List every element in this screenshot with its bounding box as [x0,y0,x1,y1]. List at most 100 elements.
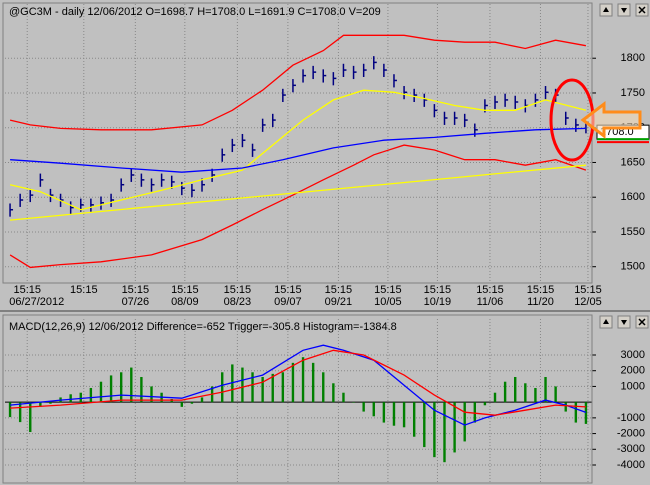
histogram-bar [423,402,426,448]
histogram-bar [483,402,487,406]
histogram-bar [332,383,335,403]
x-date-label: 11/06 [477,296,504,308]
y-tick-label: 1600 [621,191,645,203]
indicator-line [9,34,587,131]
histogram-bar [402,402,406,428]
histogram-bar [382,402,386,423]
x-tick-label: 15:15 [224,284,252,296]
histogram-bar [291,362,295,403]
x-tick-label: 15:15 [574,284,602,296]
histogram-bar [412,402,416,437]
icon [603,319,609,324]
histogram-bar [544,376,547,403]
histogram-bar [453,402,456,453]
macd-frame [2,314,593,484]
icon [638,318,646,326]
indicator-line [10,127,586,173]
indicator-line [10,164,586,221]
indicator-line [9,144,587,269]
arrow [580,100,642,140]
histogram-bar [463,402,466,442]
x-date-label: 06/27/2012 [9,296,64,308]
histogram-bar [241,367,244,403]
histogram-bar [564,402,567,412]
price-panel: 1500155016001650170017501800@GC3M - dail… [5,4,650,308]
x-date-label: 12/05 [574,296,602,308]
histogram-bar [190,402,194,404]
y-tick-label: 1550 [621,226,645,238]
y-tick-label: 1500 [621,261,645,273]
icon [621,8,627,13]
y-tick-label: -3000 [617,443,645,455]
histogram-bar [514,376,517,403]
histogram-bar [372,402,375,417]
histogram-bar [119,372,123,403]
histogram-bar [18,402,22,423]
x-date-label: 07/26 [122,296,150,308]
histogram-bar [473,402,477,423]
x-tick-label: 15:15 [476,284,504,296]
x-tick-label: 15:15 [274,284,302,296]
y-tick-label: -1000 [617,412,645,424]
x-date-label: 09/21 [325,296,353,308]
histogram-bar [503,381,507,403]
x-date-label: 08/23 [224,296,252,308]
histogram-bar [311,362,315,403]
histogram-bar [443,402,446,463]
annotations [549,78,642,162]
histogram-bar [281,372,285,403]
histogram-bar [49,402,52,404]
histogram-bar [261,376,264,403]
x-date-label: 08/09 [171,296,199,308]
x-tick-label: 15:15 [171,284,199,296]
histogram-bar [301,357,305,403]
x-date-label: 10/19 [424,296,452,308]
y-tick-label: 2000 [621,365,645,377]
macd-panel: 3000 2000 1000 -1000 -2000 -3000 -4000 MACD(12,… [5,319,645,482]
window-buttons[interactable] [599,3,649,329]
histogram-bar [200,397,204,403]
histogram-bar [39,402,42,407]
histogram-bar [69,394,72,403]
y-tick-label: -2000 [617,427,645,439]
y-tick-label: 3000 [621,349,645,361]
histogram-bar [271,373,274,403]
histogram-bar [8,402,12,418]
y-tick-label: 1000 [621,380,645,392]
histogram-bar [433,402,436,458]
histogram-bar [524,383,527,403]
x-date-label: 09/07 [274,296,302,308]
histogram-bar [352,402,355,403]
histogram-bar [342,392,345,403]
y-tick-label: -4000 [617,459,645,471]
y-tick-label: 1650 [621,156,645,168]
price-frame [2,2,593,284]
y-tick-label: 1750 [621,87,645,99]
panel-title: MACD(12,26,9) 12/06/2012 Difference=-652… [9,321,397,333]
x-date-label: 10/05 [374,296,402,308]
histogram-bar [130,367,133,403]
histogram-bar [79,392,82,403]
indicator-line [9,89,587,211]
panel-title: @GC3M - daily 12/06/2012 O=1698.7 H=1708… [9,6,381,18]
x-tick-label: 15:15 [325,284,353,296]
icon [638,6,646,14]
histogram-bar [392,402,396,426]
icon [603,7,609,12]
histogram-bar [322,372,325,403]
x-tick-label: 15:15 [122,284,150,296]
y-tick-label: 1800 [621,52,645,64]
histogram-bar [29,402,32,433]
histogram-bar [89,387,93,403]
icon [621,320,627,325]
x-tick-label: 15:15 [527,284,555,296]
histogram-bar [534,387,537,403]
x-date-label: 11/20 [527,296,554,308]
histogram-bar [251,372,254,403]
histogram-bar [180,402,184,407]
histogram-bar [150,386,153,403]
histogram-bar [574,402,578,423]
x-tick-label: 15:15 [70,284,98,296]
x-tick-label: 15:15 [374,284,402,296]
